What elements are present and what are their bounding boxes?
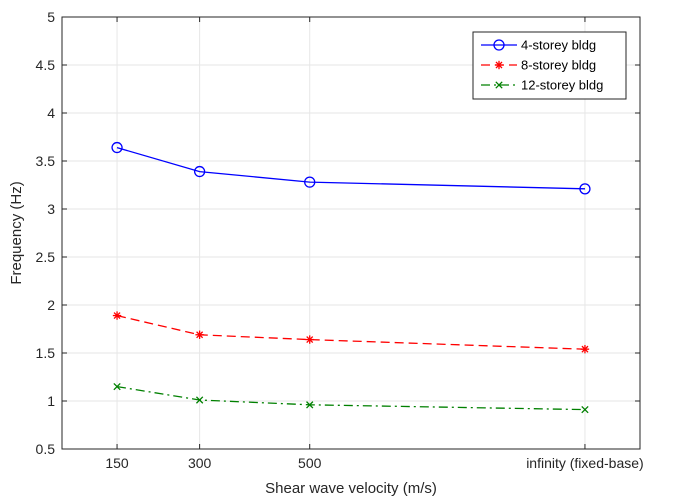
y-tick-label: 4.5 [36, 57, 56, 73]
data-point [111, 141, 123, 154]
x-tick-label: 500 [298, 455, 322, 471]
y-tick-label: 3 [47, 201, 55, 217]
data-point [193, 165, 206, 178]
series-line [116, 146, 586, 190]
x-axis: 150 300 500 infinity (fixed-base) [105, 17, 644, 471]
x-axis-title: Shear wave velocity (m/s) [265, 480, 437, 497]
data-point [112, 311, 122, 320]
legend-marker [494, 60, 504, 70]
legend-item: 4-storey bldg [481, 38, 596, 53]
y-tick-label: 3.5 [36, 153, 56, 169]
data-point [306, 401, 314, 409]
y-tick-label: 1.5 [36, 345, 56, 361]
series-line [116, 385, 586, 411]
plot-area [61, 16, 641, 450]
y-tick-label: 1 [47, 393, 55, 409]
y-tick-label: 0.5 [36, 441, 56, 457]
grid-lines [62, 16, 640, 450]
legend-item: 12-storey bldg [481, 78, 603, 93]
legend-label: 12-storey bldg [521, 78, 603, 93]
series-1 [111, 141, 591, 195]
legend-label: 4-storey bldg [521, 38, 596, 53]
series-2 [112, 311, 590, 354]
series-layer [111, 141, 591, 414]
y-axis-title: Frequency (Hz) [8, 181, 25, 284]
legend: 4-storey bldg 8-storey bldg 12-storey bldg [472, 31, 627, 100]
x-tick-label: infinity (fixed-base) [526, 455, 644, 471]
x-tick-label: 300 [188, 455, 212, 471]
data-point [195, 330, 204, 339]
data-point [581, 405, 589, 414]
series-line [116, 314, 586, 350]
y-tick-label: 4 [47, 105, 55, 121]
y-tick-label: 2 [47, 297, 55, 313]
series-3 [113, 382, 589, 414]
legend-marker [493, 39, 505, 51]
y-tick-label: 5 [47, 9, 55, 25]
y-axis: 0.5 1 1.5 2 2.5 3 3.5 4 4.5 5 [36, 9, 640, 457]
data-point [305, 335, 314, 344]
data-point [195, 396, 204, 404]
legend-marker [495, 81, 503, 89]
x-tick-label: 150 [105, 455, 129, 471]
data-point [580, 344, 590, 354]
legend-label: 8-storey bldg [521, 58, 596, 73]
data-point [113, 382, 121, 391]
legend-item: 8-storey bldg [481, 58, 596, 73]
y-tick-label: 2.5 [36, 249, 56, 265]
data-point [579, 183, 591, 195]
data-point [304, 176, 316, 188]
